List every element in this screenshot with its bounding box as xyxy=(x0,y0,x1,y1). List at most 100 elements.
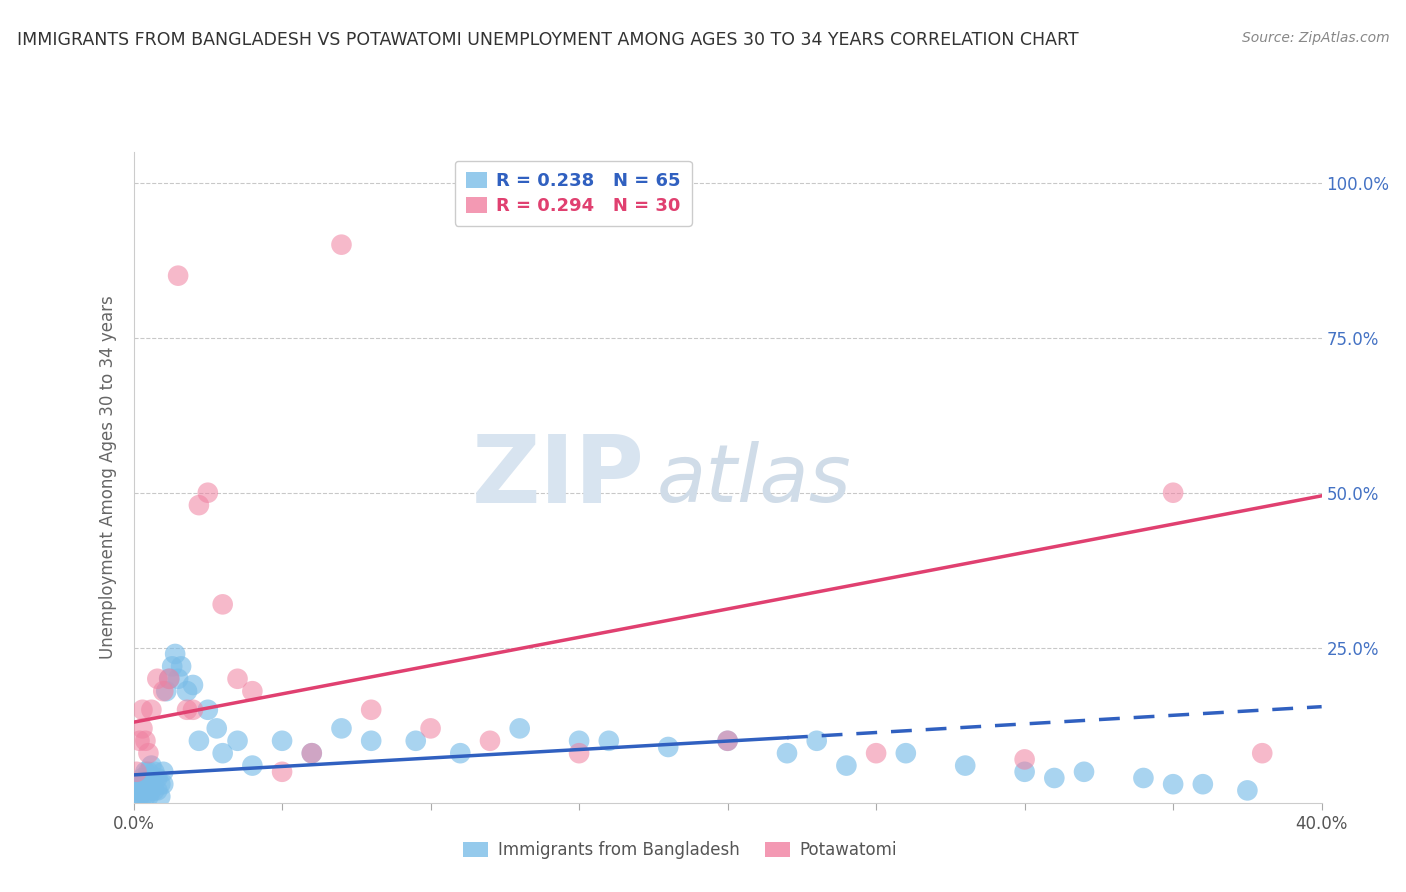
Point xyxy=(419,722,441,736)
Point xyxy=(271,764,294,779)
Text: ZIP: ZIP xyxy=(471,431,644,524)
Point xyxy=(717,733,740,747)
Point xyxy=(160,659,183,673)
Point xyxy=(360,733,382,747)
Point xyxy=(568,733,591,747)
Point xyxy=(211,746,233,760)
Point xyxy=(152,764,174,779)
Point xyxy=(128,733,150,747)
Point xyxy=(1132,771,1154,785)
Point xyxy=(187,733,209,747)
Point xyxy=(955,758,977,772)
Point xyxy=(131,771,153,785)
Point xyxy=(176,684,198,698)
Point xyxy=(170,659,193,673)
Point xyxy=(167,268,190,283)
Point xyxy=(134,733,156,747)
Point xyxy=(131,703,153,717)
Point xyxy=(242,758,264,772)
Point xyxy=(301,746,323,760)
Point xyxy=(134,789,156,804)
Point xyxy=(149,777,172,791)
Point xyxy=(138,764,160,779)
Point xyxy=(1251,746,1274,760)
Point xyxy=(155,684,177,698)
Point xyxy=(141,771,163,785)
Point xyxy=(835,758,858,772)
Point xyxy=(197,485,219,500)
Y-axis label: Unemployment Among Ages 30 to 34 years: Unemployment Among Ages 30 to 34 years xyxy=(98,295,117,659)
Point xyxy=(138,789,160,804)
Point xyxy=(226,672,249,686)
Point xyxy=(141,783,163,797)
Point xyxy=(197,703,219,717)
Point xyxy=(125,783,148,797)
Point xyxy=(360,703,382,717)
Text: IMMIGRANTS FROM BANGLADESH VS POTAWATOMI UNEMPLOYMENT AMONG AGES 30 TO 34 YEARS : IMMIGRANTS FROM BANGLADESH VS POTAWATOMI… xyxy=(17,31,1078,49)
Point xyxy=(205,722,228,736)
Point xyxy=(128,783,150,797)
Point xyxy=(717,733,740,747)
Point xyxy=(125,789,148,804)
Point xyxy=(1236,783,1258,797)
Point xyxy=(776,746,799,760)
Point xyxy=(131,783,153,797)
Point xyxy=(149,789,172,804)
Point xyxy=(125,764,148,779)
Point xyxy=(134,777,156,791)
Text: atlas: atlas xyxy=(657,442,851,519)
Point xyxy=(1161,485,1184,500)
Point xyxy=(211,598,233,612)
Text: Source: ZipAtlas.com: Source: ZipAtlas.com xyxy=(1241,31,1389,45)
Point xyxy=(143,764,166,779)
Point xyxy=(125,777,148,791)
Point xyxy=(152,777,174,791)
Point xyxy=(143,783,166,797)
Point xyxy=(165,647,187,661)
Point xyxy=(894,746,917,760)
Point xyxy=(157,672,180,686)
Point xyxy=(509,722,531,736)
Point xyxy=(141,758,163,772)
Point xyxy=(138,777,160,791)
Point xyxy=(598,733,620,747)
Point xyxy=(146,771,169,785)
Point xyxy=(271,733,294,747)
Point xyxy=(1191,777,1213,791)
Point xyxy=(1161,777,1184,791)
Point xyxy=(157,672,180,686)
Point xyxy=(138,746,160,760)
Point xyxy=(181,703,204,717)
Point xyxy=(1014,752,1036,766)
Point xyxy=(187,498,209,512)
Point xyxy=(128,789,150,804)
Point xyxy=(134,764,156,779)
Point xyxy=(330,237,353,252)
Point xyxy=(1073,764,1095,779)
Point xyxy=(657,739,679,754)
Point xyxy=(806,733,828,747)
Point xyxy=(128,777,150,791)
Point xyxy=(568,746,591,760)
Point xyxy=(1014,764,1036,779)
Point xyxy=(176,703,198,717)
Point xyxy=(167,672,190,686)
Point xyxy=(478,733,501,747)
Point xyxy=(134,783,156,797)
Point xyxy=(181,678,204,692)
Point xyxy=(405,733,427,747)
Point xyxy=(242,684,264,698)
Legend: Immigrants from Bangladesh, Potawatomi: Immigrants from Bangladesh, Potawatomi xyxy=(457,835,904,866)
Point xyxy=(146,783,169,797)
Point xyxy=(131,722,153,736)
Point xyxy=(1043,771,1066,785)
Point xyxy=(330,722,353,736)
Point xyxy=(449,746,471,760)
Point xyxy=(131,777,153,791)
Point xyxy=(146,672,169,686)
Point xyxy=(226,733,249,747)
Point xyxy=(301,746,323,760)
Point xyxy=(865,746,887,760)
Point xyxy=(131,789,153,804)
Point xyxy=(152,684,174,698)
